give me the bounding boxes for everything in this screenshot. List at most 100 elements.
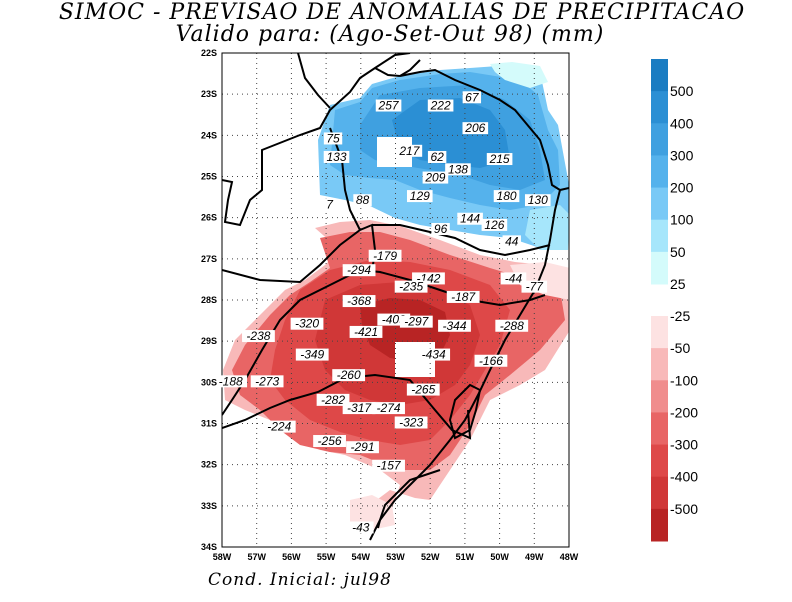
colorbar-swatch [651, 251, 668, 285]
value-label: 67 [462, 90, 482, 104]
value-label: -179 [368, 249, 402, 263]
axis-labels: 58W 57W 56W 55W 54W 53W 52W 51W 50W 49W 48W22S23S2… [201, 48, 579, 562]
value-label-box [346, 441, 379, 454]
lagoa-dos-patos [448, 383, 482, 440]
colorbar-swatch [651, 444, 668, 478]
value-labels: 257 222 67 206 75 133 217 62 138 215 209 129 180 130 8… [214, 90, 551, 534]
colorbar-label: -400 [670, 469, 698, 485]
value-label-text: -179 [373, 249, 397, 263]
value-label-box [342, 264, 376, 277]
value-label: -434 [417, 348, 451, 362]
value-label-box [313, 435, 346, 448]
colorbar-label: 25 [670, 276, 686, 292]
value-label: 44 [502, 234, 521, 248]
lat-tick-label: 22S [201, 48, 217, 58]
colorbar-swatch [651, 348, 668, 381]
value-label-text: -344 [442, 319, 466, 333]
value-label: -274 [372, 401, 405, 415]
value-label-text: -421 [354, 325, 378, 339]
value-label-box [474, 354, 508, 367]
value-label-text: 7 [326, 197, 334, 211]
value-label-text: -238 [246, 329, 270, 343]
value-label: 209 [422, 171, 449, 185]
value-label-box [446, 290, 480, 303]
value-label: -256 [313, 434, 346, 448]
value-label-box [214, 375, 248, 388]
state-border-parana-santa-catarina [372, 224, 551, 257]
colorbar-label: 300 [670, 147, 694, 163]
value-label-text: -323 [399, 416, 423, 430]
coastline [369, 68, 569, 541]
value-label: 222 [427, 99, 454, 113]
value-label: 144 [457, 212, 483, 226]
value-label-box [372, 402, 405, 415]
lon-tick-label: 53W [386, 552, 405, 562]
value-label: -421 [349, 325, 383, 339]
lat-tick-label: 28S [201, 295, 217, 305]
value-label: 126 [481, 218, 508, 232]
value-label-box [493, 190, 520, 203]
value-label: -294 [342, 263, 376, 277]
colorbar-swatch [651, 155, 668, 189]
colorbar-swatch [651, 380, 668, 413]
value-label-text: -274 [377, 401, 401, 415]
value-label: 206 [462, 121, 489, 135]
map-subtitle: Valido para: (Ago-Set-Out 98) (mm) [175, 22, 605, 47]
value-label-box [349, 325, 383, 338]
value-label-text: -187 [451, 290, 476, 304]
value-label-text: -166 [479, 354, 503, 368]
value-label-box [422, 171, 449, 184]
value-label: -282 [316, 393, 350, 407]
lon-tick-label: 55W [317, 552, 336, 562]
value-label-text: -320 [295, 317, 319, 331]
value-label: 7 [323, 197, 336, 211]
value-label-box [394, 416, 428, 429]
colorbar-label: -50 [670, 340, 690, 356]
plot-frame [221, 52, 570, 548]
value-label: -166 [474, 354, 508, 368]
value-label-box [427, 99, 454, 112]
value-label-text: 209 [424, 171, 445, 185]
value-label: -320 [290, 317, 324, 331]
value-label-box [399, 315, 433, 328]
value-label-box [486, 153, 513, 166]
value-label-text: 88 [356, 193, 370, 207]
lat-tick-label: 29S [201, 336, 217, 346]
value-label-text: -282 [321, 393, 345, 407]
value-label-text: -368 [347, 294, 371, 308]
value-label-text: -256 [318, 434, 342, 448]
value-label-text: 138 [448, 162, 468, 176]
value-label-box [323, 198, 336, 211]
value-label-box [427, 150, 447, 163]
value-label: -187 [446, 290, 480, 304]
value-label: 133 [323, 150, 350, 164]
value-label: -224 [262, 420, 296, 434]
map-title: SIMOC - PREVISAO DE ANOMALIAS DE PRECIPI… [58, 0, 746, 25]
value-label-box [495, 319, 529, 332]
value-label-text: 144 [460, 212, 480, 226]
value-label-box [368, 249, 402, 262]
internal-border [374, 59, 421, 77]
value-label-text: -434 [422, 348, 446, 362]
value-label-text: -273 [255, 374, 279, 388]
value-label: -273 [250, 374, 284, 388]
value-label-text: 67 [465, 90, 480, 104]
value-label-box [406, 383, 440, 396]
value-label: -288 [495, 319, 529, 333]
value-label-box [502, 235, 521, 248]
value-label-box [462, 91, 482, 104]
lon-tick-label: 51W [456, 552, 475, 562]
value-label: 96 [431, 222, 450, 236]
colorbar-label: -25 [670, 308, 690, 324]
colorbar-swatch [651, 123, 668, 156]
value-label-box [406, 190, 433, 203]
lat-tick-label: 27S [201, 254, 217, 264]
value-label: 257 [375, 99, 402, 113]
positive-anomaly-area [490, 62, 548, 88]
value-label-box [500, 272, 527, 285]
lat-tick-label: 25S [201, 172, 217, 182]
lat-tick-label: 24S [201, 130, 217, 140]
value-label-box [295, 348, 329, 361]
value-label-text: 126 [484, 218, 504, 232]
value-label-text: -224 [267, 420, 291, 434]
